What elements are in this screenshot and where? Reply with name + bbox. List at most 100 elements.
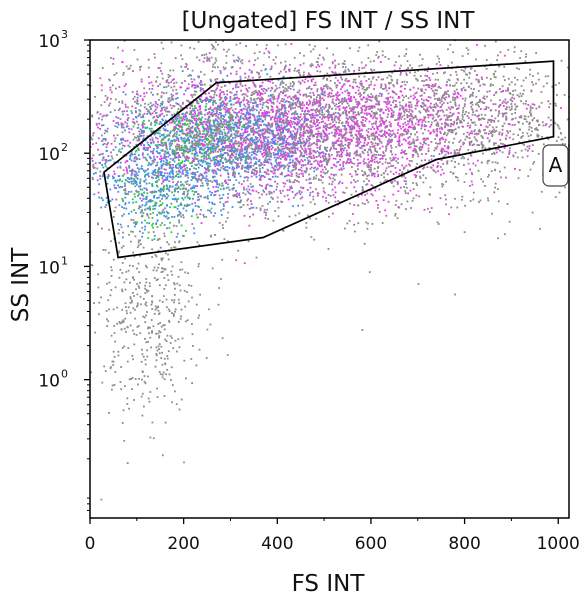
event-point-low (343, 83, 346, 85)
event-point-magenta (373, 128, 376, 130)
event-point-blue (243, 124, 246, 126)
event-point-magenta (325, 129, 328, 132)
event-point-magenta (343, 98, 345, 101)
event-point-blue (269, 191, 272, 194)
event-point-magenta (199, 108, 201, 111)
event-point-low (275, 112, 278, 114)
event-point-blue (156, 161, 159, 164)
event-point-green (152, 222, 154, 225)
event-point-magenta (106, 167, 109, 170)
event-point-low (222, 78, 224, 81)
event-point-green (152, 226, 154, 229)
event-point-green (147, 216, 150, 219)
event-point-magenta (132, 70, 134, 72)
event-point-magenta (301, 148, 304, 150)
event-point-magenta (102, 152, 104, 155)
event-point-blue (162, 127, 165, 130)
event-point-magenta (442, 102, 445, 104)
event-point-green (151, 200, 154, 202)
event-point-magenta (126, 139, 129, 142)
event-point-blue (214, 212, 217, 215)
event-point-magenta (408, 140, 411, 143)
event-point-magenta (261, 134, 264, 136)
event-point-magenta (312, 154, 315, 157)
event-point-low (225, 62, 228, 64)
event-point-low (158, 168, 161, 171)
event-point-magenta (453, 153, 456, 155)
event-point-magenta (275, 110, 278, 112)
event-point-blue (214, 162, 217, 165)
event-point-magenta (299, 145, 302, 147)
event-point-magenta (289, 135, 292, 138)
event-point-magenta (304, 78, 307, 81)
event-point-magenta (283, 114, 286, 117)
event-point-magenta (304, 116, 307, 119)
event-point-blue (279, 128, 281, 131)
event-point-blue (255, 120, 258, 123)
event-point-magenta (463, 164, 465, 166)
event-point-low (424, 74, 427, 77)
event-point-blue (149, 163, 152, 166)
event-point-magenta (228, 82, 231, 85)
event-point-magenta (390, 141, 393, 143)
event-point-blue (222, 193, 225, 196)
event-point-magenta (334, 157, 337, 160)
event-point-magenta (391, 129, 394, 132)
event-point-low (316, 61, 319, 64)
event-point-magenta (339, 158, 341, 161)
event-point-magenta (309, 194, 311, 197)
event-point-blue (304, 159, 306, 161)
event-point-low (366, 183, 369, 185)
event-point-blue (235, 86, 237, 89)
event-point-magenta (402, 123, 405, 125)
event-point-blue (154, 181, 157, 183)
event-point-low (464, 99, 467, 102)
event-point-blue (130, 159, 133, 162)
event-point-blue (189, 131, 192, 134)
event-point-blue (274, 175, 277, 178)
event-point-blue (160, 149, 163, 152)
event-point-blue (224, 96, 227, 98)
event-point-green (177, 197, 180, 200)
event-point-blue (176, 117, 179, 120)
event-point-blue (121, 186, 124, 188)
event-point-blue (313, 170, 316, 173)
event-point-magenta (305, 151, 308, 153)
event-point-magenta (241, 144, 243, 147)
event-point-magenta (445, 150, 448, 153)
event-point-low (394, 61, 397, 64)
event-point-magenta (373, 161, 376, 164)
event-point-magenta (99, 128, 101, 130)
event-point-magenta (282, 182, 285, 184)
event-point-magenta (271, 146, 274, 149)
event-point-magenta (353, 70, 355, 72)
event-point-magenta (301, 79, 304, 82)
event-point-magenta (333, 124, 336, 126)
event-point-magenta (294, 128, 297, 130)
event-point-magenta (230, 153, 233, 156)
event-point-magenta (395, 103, 397, 106)
event-point-blue (127, 191, 130, 193)
event-point-blue (204, 196, 207, 199)
event-point-green (211, 142, 213, 145)
event-point-magenta (300, 158, 303, 161)
event-point-magenta (366, 98, 369, 101)
event-point-magenta (312, 122, 315, 124)
event-point-magenta (177, 124, 180, 127)
event-point-low (381, 134, 384, 137)
event-point-magenta (195, 145, 197, 147)
event-point-magenta (468, 142, 471, 145)
event-point-magenta (296, 180, 298, 182)
event-point-green (214, 149, 216, 151)
event-point-magenta (239, 132, 242, 135)
event-point-magenta (253, 172, 255, 174)
event-point-magenta (214, 165, 217, 167)
event-point-magenta (305, 103, 308, 106)
event-point-magenta (300, 172, 303, 175)
event-point-magenta (394, 136, 397, 138)
event-point-magenta (328, 92, 331, 94)
event-point-magenta (360, 136, 363, 138)
event-point-magenta (436, 145, 439, 148)
event-point-blue (172, 163, 174, 166)
event-point-magenta (117, 117, 120, 119)
